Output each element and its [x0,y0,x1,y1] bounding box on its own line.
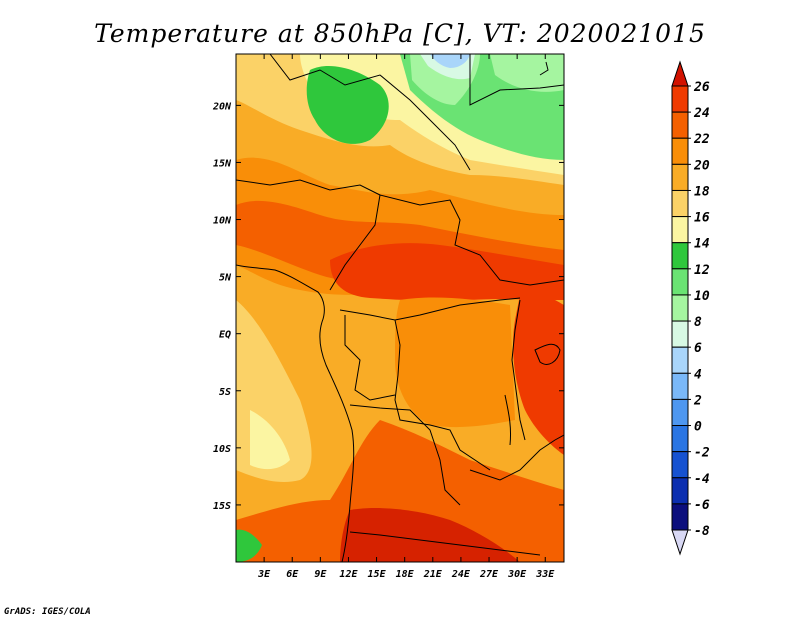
colorbar-label: 10 [694,289,710,304]
map-frame [235,53,565,563]
colorbar-segment [671,503,689,531]
colorbar-segment [671,346,689,374]
colorbar-segment [671,372,689,400]
colorbar-label: 0 [694,420,702,435]
colorbar-segment [671,398,689,427]
lon-tick-label: 12E [339,569,358,580]
colorbar-segment [671,320,689,348]
lon-tick-label: 15E [368,569,387,580]
congo-car-boundary [339,297,521,321]
colorbar-label: 14 [694,237,710,252]
colorbar-segment [671,137,689,165]
colorbar-segment [671,189,689,218]
lat-tick-label: 10N [213,216,232,227]
field-zone-24-26-core [330,243,564,301]
sahel-boundary-mid [236,179,381,196]
lon-tick-label: 30E [507,569,527,580]
longitude-axis: 3E 6E 9E 12E 15E 18E 21E 24E 27E 30E 33E [257,54,555,580]
colorbar-segment [671,425,689,453]
chad-car-sudan-boundary [379,194,564,286]
sahel-boundary-north [269,54,471,171]
egypt-sudan-boundary [469,54,564,106]
field-zone-16-18-northwest [236,54,300,92]
colorbar-segment [671,451,689,479]
figure-title: Temperature at 850hPa [C], VT: 202002101… [94,19,706,48]
lat-tick-label: 15N [213,158,232,169]
lon-tick-label: 21E [423,569,443,580]
lon-tick-label: 27E [479,569,499,580]
field-zone-12-14-southwest [236,529,262,562]
lake-tanganyika-outline [504,394,511,446]
temperature-field [236,54,564,562]
lat-tick-label: 20N [212,101,232,112]
east-rift-boundary [511,299,526,441]
colorbar-segment [671,163,689,191]
drc-west-boundary [394,319,491,471]
colorbar-label: -2 [694,446,710,461]
field-zone-12-14-tibesti [306,65,389,144]
colorbar-label: 2 [693,393,702,408]
colorbar-segment [671,111,689,139]
colorbar-label: -4 [694,472,710,487]
lon-tick-label: 9E [314,569,327,580]
gabon-congo-boundary [344,315,396,401]
colorbar-label: -6 [694,498,710,513]
colorbar-label: 6 [694,341,702,356]
colorbar-label: 20 [693,158,710,173]
atlantic-coastline [236,264,355,562]
colorbar-segment [671,477,689,505]
angola-drc-boundary [349,404,461,506]
field-zone-14-16-atlantic [250,410,290,470]
colorbar-top-tip [671,60,689,87]
lat-tick-label: 15S [213,501,231,512]
grads-credit: GrADS: IGES/COLA [4,607,91,617]
colorbar-bottom-tip [671,529,689,556]
colorbar-label: 18 [694,184,710,199]
country-boundaries [236,54,564,562]
colorbar-label: 22 [693,132,710,147]
colorbar-label: 12 [694,263,710,278]
colorbar-segment [671,242,689,270]
lake-victoria-outline [534,343,561,365]
colorbar-label: 4 [694,367,702,382]
red-sea-coast [539,61,549,76]
field-zone-24-26-kalahari [340,508,520,562]
latitude-axis: 20N 15N 10N 5N EQ 5S 10S 15S [212,101,564,512]
field-zone-4-6-libya [430,54,470,68]
colorbar-segment [671,216,689,244]
lon-tick-label: 24E [451,569,471,580]
zambia-boundary [469,434,564,481]
field-zone-8-10-egypt [490,54,564,92]
colorbar-label: 8 [694,315,702,330]
colorbar-segment [671,85,689,113]
temperature-map: 3E 6E 9E 12E 15E 18E 21E 24E 27E 30E 33E 20N 15N 10N… [212,53,565,580]
colorbar-label: 26 [693,80,710,95]
field-zone-20-22-congo [395,297,515,428]
lat-tick-label: 5N [219,273,232,284]
lat-tick-label: 10S [213,444,231,455]
lon-tick-label: 3E [257,569,271,580]
field-zone-24-26-east [513,293,564,455]
colorbar-label: 16 [694,211,710,226]
field-zone-22-24-south [236,420,564,562]
lat-tick-label: 5S [219,387,231,398]
lon-tick-label: 33E [535,569,555,580]
colorbar-label: 24 [693,106,710,121]
lon-tick-label: 18E [396,569,415,580]
colorbar-segment [671,268,689,296]
colorbar-segment [671,294,689,322]
nigeria-cameroon-boundary [329,194,381,291]
angola-namibia-boundary [349,531,541,556]
lat-tick-label: EQ [219,330,231,341]
lon-tick-label: 6E [286,569,299,580]
colorbar-label: -8 [694,524,710,539]
